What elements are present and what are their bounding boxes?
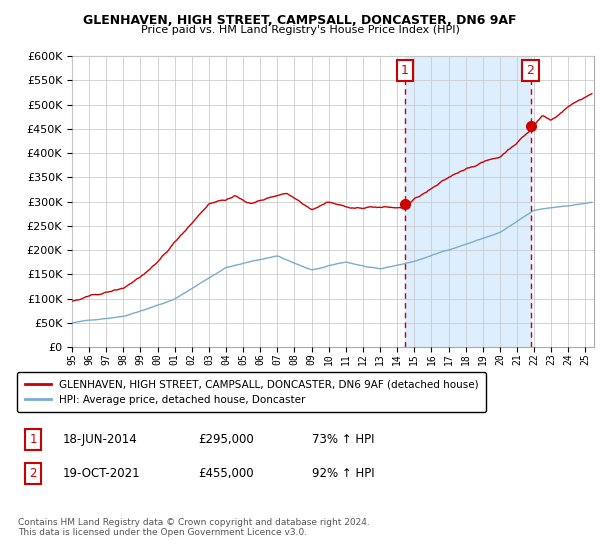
Legend: GLENHAVEN, HIGH STREET, CAMPSALL, DONCASTER, DN6 9AF (detached house), HPI: Aver: GLENHAVEN, HIGH STREET, CAMPSALL, DONCAS… bbox=[17, 372, 486, 412]
Text: GLENHAVEN, HIGH STREET, CAMPSALL, DONCASTER, DN6 9AF: GLENHAVEN, HIGH STREET, CAMPSALL, DONCAS… bbox=[83, 14, 517, 27]
Text: 73% ↑ HPI: 73% ↑ HPI bbox=[312, 433, 374, 446]
Bar bbox=[405, 56, 530, 347]
Text: 19-OCT-2021: 19-OCT-2021 bbox=[63, 466, 140, 480]
Text: 92% ↑ HPI: 92% ↑ HPI bbox=[312, 466, 374, 480]
Text: 1: 1 bbox=[401, 64, 409, 77]
Text: £295,000: £295,000 bbox=[198, 433, 254, 446]
Text: 2: 2 bbox=[29, 466, 37, 480]
Text: £455,000: £455,000 bbox=[198, 466, 254, 480]
Text: 2: 2 bbox=[527, 64, 535, 77]
Text: 18-JUN-2014: 18-JUN-2014 bbox=[63, 433, 138, 446]
Text: Contains HM Land Registry data © Crown copyright and database right 2024.
This d: Contains HM Land Registry data © Crown c… bbox=[18, 518, 370, 538]
Text: 1: 1 bbox=[29, 433, 37, 446]
Text: Price paid vs. HM Land Registry's House Price Index (HPI): Price paid vs. HM Land Registry's House … bbox=[140, 25, 460, 35]
